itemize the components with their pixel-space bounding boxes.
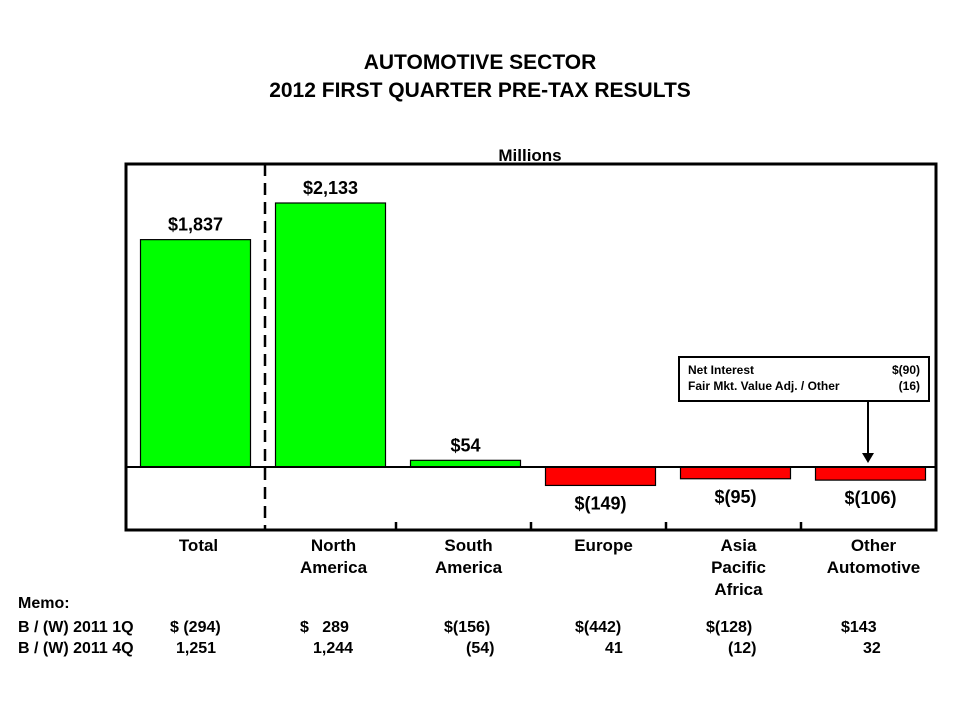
memo-value: $(156) bbox=[444, 619, 491, 636]
memo-value: 1,251 bbox=[176, 640, 217, 657]
memo-value: $(128) bbox=[706, 619, 753, 636]
category-label: Other Automotive bbox=[809, 535, 939, 579]
bar bbox=[679, 466, 792, 480]
category-label: South America bbox=[404, 535, 534, 579]
memo-value: $ 289 bbox=[300, 619, 349, 636]
bar-value-label: $1,837 bbox=[168, 215, 223, 235]
bar bbox=[139, 239, 252, 468]
category-label: Asia Pacific Africa bbox=[674, 535, 804, 601]
bar-value-label: $(106) bbox=[844, 488, 896, 508]
category-label-line: Pacific bbox=[711, 558, 766, 577]
memo-row-1q: B / (W) 2011 1Q $ (294) $ 289 $(156) $(4… bbox=[0, 619, 960, 641]
bar-value-label: $54 bbox=[450, 435, 480, 455]
category-label: Europe bbox=[539, 535, 669, 557]
category-label-line: South bbox=[444, 536, 493, 555]
bar bbox=[814, 466, 927, 481]
callout-value: (16) bbox=[898, 379, 920, 393]
chart-title-line-1: AUTOMOTIVE SECTOR bbox=[363, 51, 597, 74]
memo-value: 41 bbox=[605, 640, 623, 657]
bar bbox=[274, 202, 387, 468]
category-label: Total bbox=[134, 535, 264, 557]
callout-row: Fair Mkt. Value Adj. / Other (16) bbox=[688, 378, 920, 394]
memo-title: Memo: bbox=[18, 595, 70, 612]
category-label-line: North bbox=[310, 536, 357, 555]
memo-value: $ (294) bbox=[170, 619, 221, 636]
callout-label: Fair Mkt. Value Adj. / Other bbox=[688, 379, 840, 393]
callout-arrow-head bbox=[862, 453, 874, 463]
callout-box: Net Interest $(90) Fair Mkt. Value Adj. … bbox=[678, 356, 930, 402]
units-label: Millions bbox=[498, 146, 562, 165]
memo-row-label: B / (W) 2011 4Q bbox=[18, 640, 134, 657]
bar-value-label: $(95) bbox=[714, 487, 756, 507]
category-label-line: Other bbox=[850, 536, 897, 555]
category-label-line: Total bbox=[178, 536, 219, 555]
memo-value: 1,244 bbox=[313, 640, 354, 657]
callout-value: $(90) bbox=[891, 363, 920, 377]
memo-row-label: B / (W) 2011 1Q bbox=[18, 619, 134, 636]
memo-row-4q: B / (W) 2011 4Q 1,251 1,244 (54) 41 (12)… bbox=[0, 640, 960, 662]
memo-value: (12) bbox=[728, 640, 757, 657]
bar-value-label: $(149) bbox=[574, 493, 626, 513]
memo-value: 32 bbox=[863, 640, 881, 657]
memo-value: $143 bbox=[841, 619, 877, 636]
chart-title-line-2: 2012 FIRST QUARTER PRE-TAX RESULTS bbox=[269, 79, 691, 102]
category-label-line: America bbox=[299, 558, 368, 577]
category-label: North America bbox=[269, 535, 399, 579]
callout-row: Net Interest $(90) bbox=[688, 362, 920, 378]
category-label-line: Europe bbox=[574, 536, 633, 555]
bar bbox=[544, 466, 657, 487]
callout-label: Net Interest bbox=[688, 363, 755, 377]
category-label-line: America bbox=[434, 558, 503, 577]
bar bbox=[409, 459, 522, 468]
memo-value: (54) bbox=[466, 640, 495, 657]
category-label-line: Africa bbox=[714, 580, 763, 599]
category-label-line: Asia bbox=[720, 536, 757, 555]
memo-value: $(442) bbox=[575, 619, 622, 636]
bar-value-label: $2,133 bbox=[303, 178, 358, 198]
category-label-line: Automotive bbox=[826, 558, 921, 577]
